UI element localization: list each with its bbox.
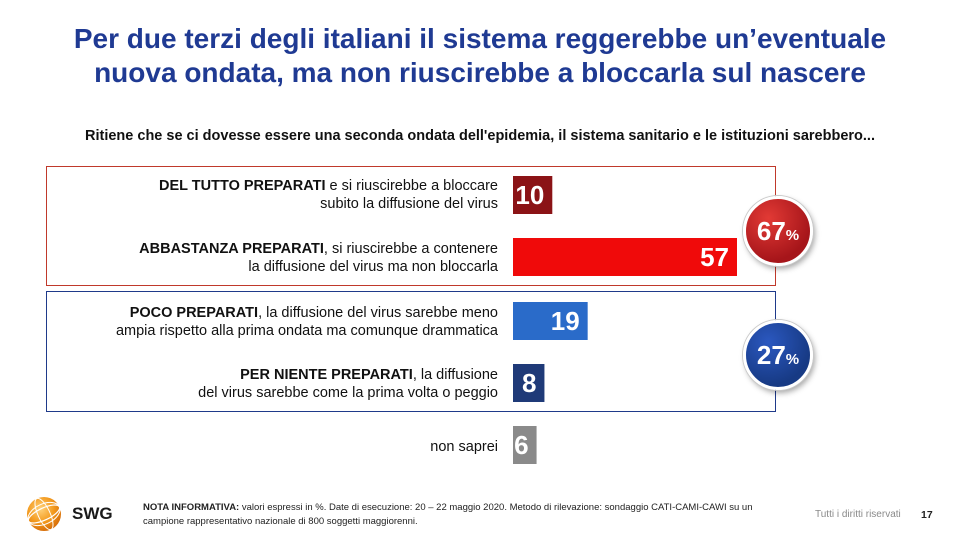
category-label-bold: ABBASTANZA PREPARATI (139, 241, 324, 257)
bar (513, 302, 588, 340)
category-label-text: e si riuscirebbe a bloccare (325, 178, 498, 194)
survey-question: Ritiene che se ci dovesse essere una sec… (85, 128, 875, 144)
footnote: NOTA INFORMATIVA: valori espressi in %. … (143, 501, 793, 529)
bar-value-label: 57 (700, 242, 729, 272)
category-label-text: , si riuscirebbe a contenere (323, 241, 498, 257)
bar-value-label: 6 (514, 430, 528, 460)
category-label-abbastanza: ABBASTANZA PREPARATI, si riuscirebbe a c… (139, 240, 498, 276)
prepared-total-badge: 67% (743, 196, 813, 266)
category-label-line2: ampia rispetto alla prima ondata ma comu… (115, 323, 498, 339)
category-label-del-tutto: DEL TUTTO PREPARATI e si riuscirebbe a b… (159, 177, 498, 213)
bar-value-label: 19 (551, 306, 580, 336)
category-label-bold: PER NIENTE PREPARATI (240, 367, 413, 383)
bar (513, 426, 537, 464)
unprepared-total-badge: 27% (743, 320, 813, 390)
category-label-text: , la diffusione (412, 367, 498, 383)
category-label-non-saprei: non saprei (430, 438, 498, 456)
category-label-per-niente: PER NIENTE PREPARATI, la diffusione del … (198, 366, 498, 402)
swg-globe-icon (27, 497, 61, 531)
bar-value-label: 10 (515, 180, 544, 210)
swg-logo: SWG (22, 494, 113, 534)
page-title-line1: Per due terzi degli italiani il sistema … (73, 23, 887, 54)
prepared-total-value: 67 (756, 215, 786, 246)
unprepared-total-unit: % (785, 350, 800, 368)
category-label-text: non saprei (430, 439, 498, 455)
bar-value-label: 8 (522, 368, 536, 398)
unprepared-total-value: 27 (756, 339, 786, 370)
copyright-text: Tutti i diritti riservati (815, 509, 901, 520)
category-label-bold: POCO PREPARATI (129, 305, 259, 321)
category-label-poco: POCO PREPARATI, la diffusione del virus … (116, 304, 498, 340)
category-label-text: , la diffusione del virus sarebbe meno (258, 305, 498, 321)
category-label-line2: subito la diffusione del virus (320, 196, 498, 212)
category-label-bold: DEL TUTTO PREPARATI (159, 178, 326, 194)
page-title-line2: nuova ondata, ma non riuscirebbe a blocc… (94, 57, 866, 88)
logo-text: SWG (72, 504, 113, 523)
category-label-line2: del virus sarebbe come la prima volta o … (198, 385, 498, 401)
footnote-label: NOTA INFORMATIVA: (143, 502, 240, 513)
prepared-total-unit: % (785, 226, 800, 244)
bar (513, 238, 737, 276)
category-label-line2: la diffusione del virus ma non bloccarla (248, 259, 498, 275)
page-title: Per due terzi degli italiani il sistema … (0, 22, 960, 90)
page-number: 17 (921, 509, 933, 521)
footnote-text: valori espressi in %. Date di esecuzione… (143, 502, 753, 527)
bar (513, 176, 553, 214)
bar (513, 364, 545, 402)
